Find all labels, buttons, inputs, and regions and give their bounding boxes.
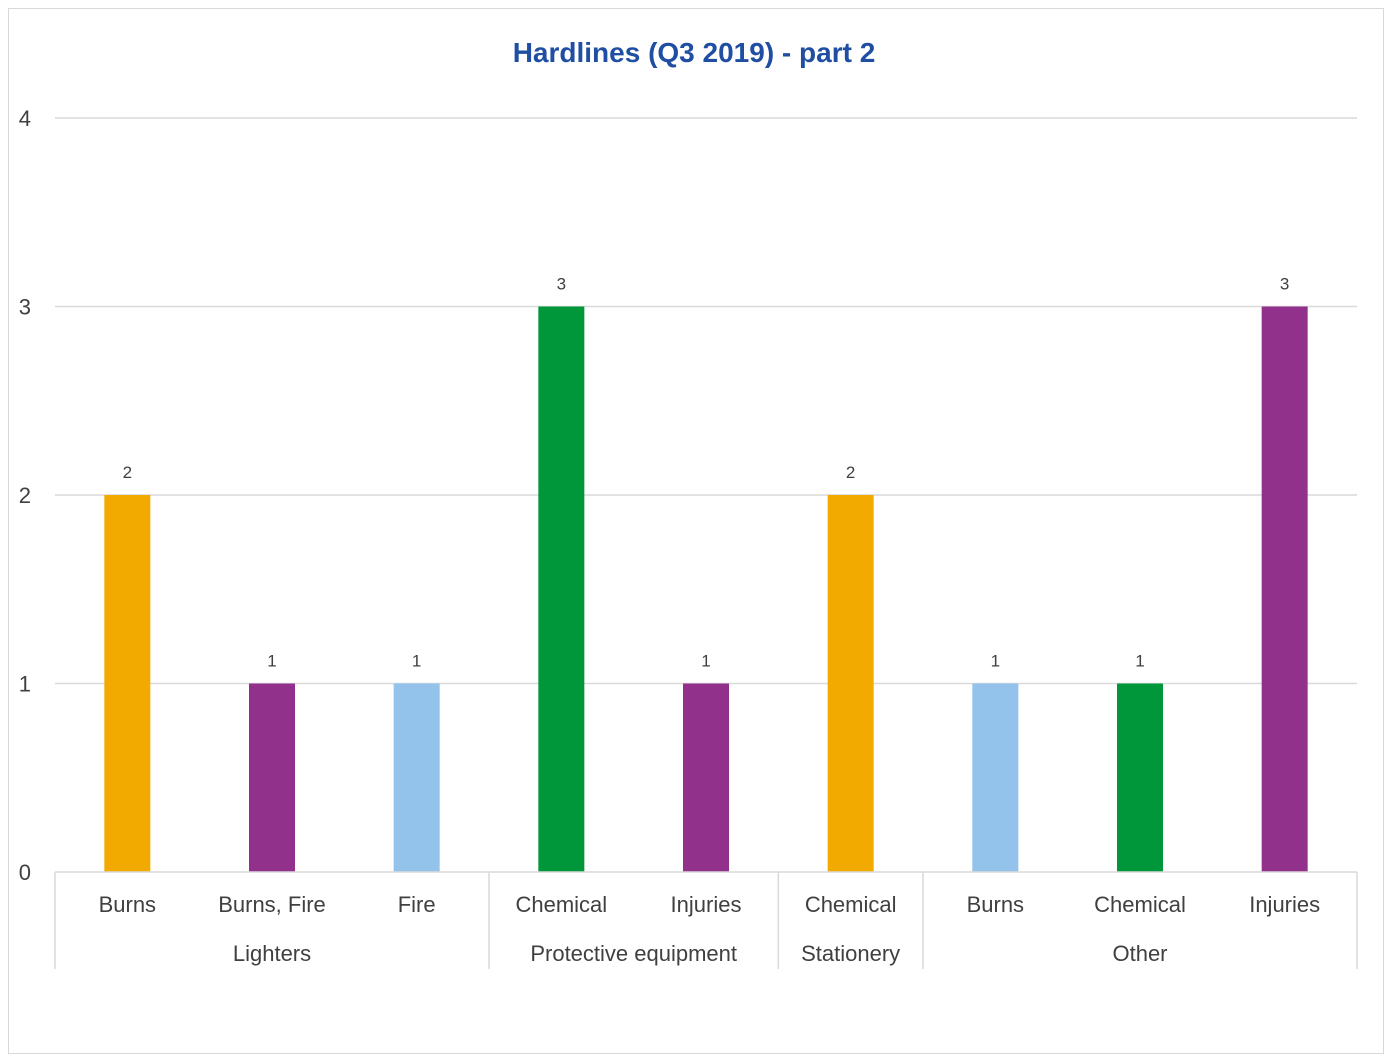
y-tick-label: 2 bbox=[19, 483, 31, 508]
bar bbox=[104, 495, 151, 872]
group-label: Lighters bbox=[233, 941, 311, 966]
chart-title: Hardlines (Q3 2019) - part 2 bbox=[513, 37, 876, 68]
category-label: Fire bbox=[398, 892, 436, 917]
category-label: Burns bbox=[967, 892, 1024, 917]
y-tick-label: 0 bbox=[19, 860, 31, 885]
category-label: Injuries bbox=[1249, 892, 1320, 917]
y-axis: 0 1 2 3 4 bbox=[19, 106, 31, 885]
y-tick-label: 4 bbox=[19, 106, 31, 131]
category-label: Injuries bbox=[671, 892, 742, 917]
data-label: 1 bbox=[701, 652, 710, 671]
x-axis: Burns Burns, Fire Fire Chemical Injuries Chem… bbox=[54, 871, 1358, 969]
bars bbox=[104, 306, 1308, 872]
bar bbox=[1261, 306, 1308, 872]
category-label: Chemical bbox=[515, 892, 607, 917]
category-label: Chemical bbox=[1094, 892, 1186, 917]
category-label: Chemical bbox=[805, 892, 897, 917]
bar bbox=[683, 683, 729, 872]
data-label: 2 bbox=[846, 463, 855, 482]
bar bbox=[972, 683, 1019, 872]
y-tick-label: 1 bbox=[19, 672, 31, 697]
category-label: Burns, Fire bbox=[218, 892, 326, 917]
bar bbox=[827, 495, 874, 872]
bar bbox=[249, 683, 295, 872]
chart-frame bbox=[8, 8, 1384, 1054]
bar bbox=[393, 683, 440, 872]
data-label: 1 bbox=[1135, 652, 1144, 671]
data-label: 1 bbox=[412, 652, 421, 671]
group-label: Other bbox=[1112, 941, 1167, 966]
bar bbox=[1117, 683, 1163, 872]
data-label: 1 bbox=[991, 652, 1000, 671]
category-label: Burns bbox=[99, 892, 156, 917]
data-labels: 2 1 1 3 1 2 1 1 3 bbox=[123, 275, 1290, 671]
data-label: 3 bbox=[557, 275, 566, 294]
group-label: Stationery bbox=[801, 941, 900, 966]
data-label: 2 bbox=[123, 463, 132, 482]
data-label: 3 bbox=[1280, 275, 1289, 294]
y-tick-label: 3 bbox=[19, 295, 31, 320]
bar bbox=[538, 306, 585, 872]
group-label: Protective equipment bbox=[530, 941, 737, 966]
gridlines bbox=[55, 117, 1357, 685]
data-label: 1 bbox=[267, 652, 276, 671]
